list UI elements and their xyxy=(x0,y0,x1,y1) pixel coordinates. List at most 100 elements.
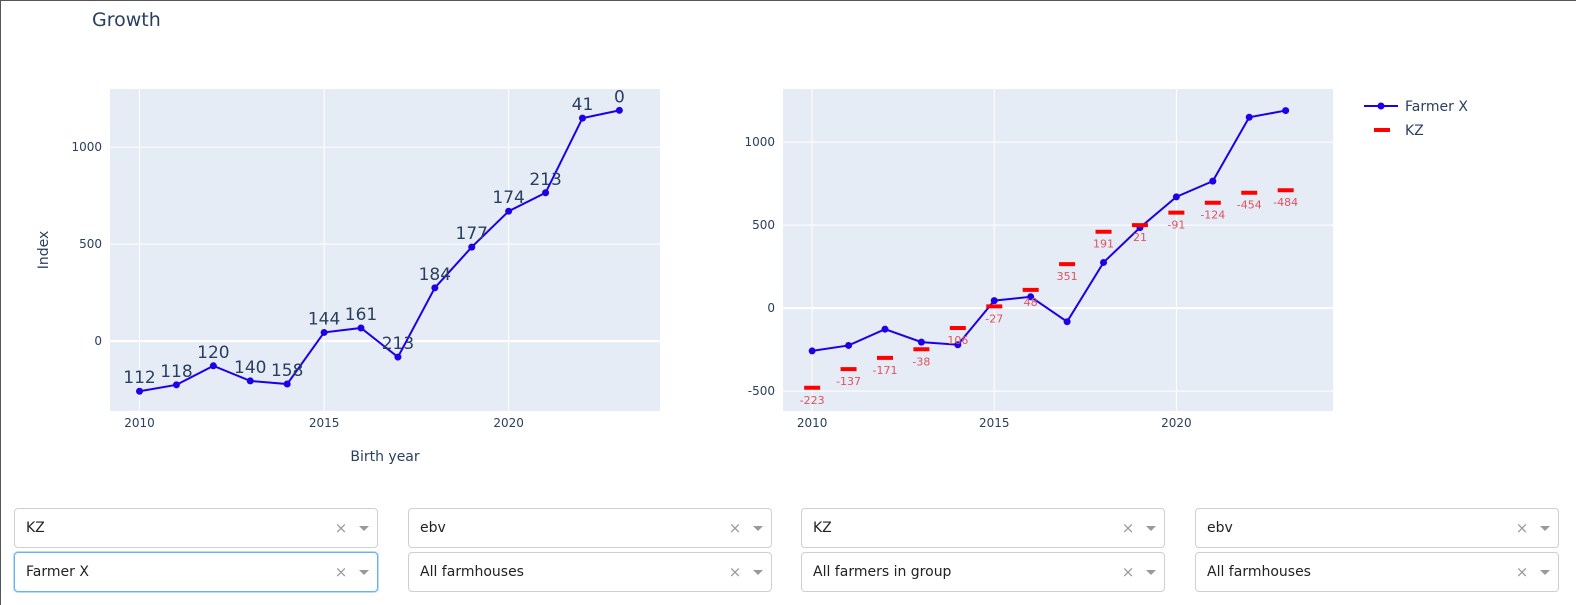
data-label: 41 xyxy=(572,95,594,115)
data-point xyxy=(845,341,853,349)
data-point xyxy=(1209,177,1217,185)
plot-area xyxy=(110,89,660,411)
select-value: All farmhouses xyxy=(1207,564,1311,580)
y-tick-label: 0 xyxy=(94,334,102,348)
kz-data-label: -223 xyxy=(800,394,825,407)
data-label: 144 xyxy=(308,309,340,329)
x-tick-label: 2015 xyxy=(979,416,1010,430)
data-label: 184 xyxy=(419,265,451,285)
data-label: 0 xyxy=(614,87,625,107)
chevron-down-icon[interactable] xyxy=(1532,569,1558,575)
data-point xyxy=(808,347,816,355)
close-icon[interactable]: × xyxy=(728,519,742,537)
data-point xyxy=(881,325,889,333)
data-point xyxy=(468,243,476,251)
farmer-select-2[interactable]: All farmers in group × xyxy=(801,552,1165,592)
data-label: 118 xyxy=(160,362,192,382)
group-select-1[interactable]: KZ × xyxy=(14,508,378,548)
y-tick-label: 1000 xyxy=(71,140,102,154)
data-point xyxy=(1245,113,1253,121)
close-icon[interactable]: × xyxy=(334,563,348,581)
select-value: KZ xyxy=(26,520,45,536)
close-icon[interactable]: × xyxy=(1121,563,1135,581)
close-icon[interactable]: × xyxy=(1121,519,1135,537)
data-point xyxy=(136,387,144,395)
data-point xyxy=(954,341,962,349)
close-icon[interactable]: × xyxy=(334,519,348,537)
x-tick-label: 2010 xyxy=(124,416,155,430)
data-point xyxy=(357,324,365,332)
data-label: 213 xyxy=(529,170,561,190)
data-point xyxy=(990,297,998,305)
chevron-down-icon[interactable] xyxy=(745,525,771,531)
select-value: ebv xyxy=(420,520,446,536)
data-label: 177 xyxy=(456,224,488,244)
series-line xyxy=(811,109,1286,352)
data-label: 213 xyxy=(382,334,414,354)
x-tick-label: 2020 xyxy=(1161,416,1192,430)
kz-data-label: 21 xyxy=(1133,231,1147,244)
data-point xyxy=(542,189,550,197)
kz-data-label: -27 xyxy=(985,312,1003,325)
y-axis-label: Index xyxy=(36,231,52,270)
y-tick-label: 500 xyxy=(79,237,102,251)
trait-select-2[interactable]: ebv × xyxy=(1195,508,1559,548)
kz-data-label: -454 xyxy=(1237,199,1262,212)
group-select-2[interactable]: KZ × xyxy=(801,508,1165,548)
kz-data-label: -171 xyxy=(873,364,898,377)
select-value: Farmer X xyxy=(26,564,89,580)
x-tick-label: 2015 xyxy=(309,416,340,430)
kz-data-label: -38 xyxy=(912,355,930,368)
chevron-down-icon[interactable] xyxy=(1138,569,1164,575)
farmer-select-1[interactable]: Farmer X × xyxy=(14,552,378,592)
farmhouse-select-1[interactable]: All farmhouses × xyxy=(408,552,772,592)
x-tick-label: 2020 xyxy=(493,416,524,430)
data-label: 140 xyxy=(234,358,266,378)
select-value: All farmers in group xyxy=(813,564,952,580)
data-point xyxy=(172,381,180,389)
y-tick-label: 1000 xyxy=(744,135,775,149)
chevron-down-icon[interactable] xyxy=(351,525,377,531)
data-point xyxy=(320,328,328,336)
data-point xyxy=(615,106,623,114)
y-tick-label: 500 xyxy=(752,218,775,232)
kz-data-label: -484 xyxy=(1273,196,1298,209)
chevron-down-icon[interactable] xyxy=(351,569,377,575)
data-label: 112 xyxy=(123,368,155,388)
trait-select-1[interactable]: ebv × xyxy=(408,508,772,548)
chevron-down-icon[interactable] xyxy=(745,569,771,575)
data-label: 120 xyxy=(197,343,229,363)
data-point xyxy=(246,377,254,385)
data-point xyxy=(1100,258,1108,266)
data-point xyxy=(578,114,586,122)
close-icon[interactable]: × xyxy=(1515,519,1529,537)
close-icon[interactable]: × xyxy=(1515,563,1529,581)
page-title: Growth xyxy=(92,9,161,31)
chevron-down-icon[interactable] xyxy=(1138,525,1164,531)
data-point xyxy=(394,353,402,361)
kz-data-label: -124 xyxy=(1200,209,1225,222)
plot-area xyxy=(783,89,1333,411)
close-icon[interactable]: × xyxy=(728,563,742,581)
farmhouse-select-2[interactable]: All farmhouses × xyxy=(1195,552,1559,592)
chevron-down-icon[interactable] xyxy=(1532,525,1558,531)
data-label: 161 xyxy=(345,305,377,325)
x-axis-label: Birth year xyxy=(350,449,420,465)
data-point xyxy=(209,362,217,370)
legend-entry-label: KZ xyxy=(1405,123,1424,139)
select-value: KZ xyxy=(813,520,832,536)
data-point xyxy=(1282,107,1290,115)
data-point xyxy=(283,380,291,388)
data-point xyxy=(917,338,925,346)
legend-marker xyxy=(1377,102,1385,110)
data-point xyxy=(1063,318,1071,326)
x-tick-label: 2010 xyxy=(797,416,828,430)
select-value: ebv xyxy=(1207,520,1233,536)
legend-entry-label: Farmer X xyxy=(1405,99,1468,115)
data-label: 158 xyxy=(271,361,303,381)
kz-data-label: 191 xyxy=(1093,238,1114,251)
data-point xyxy=(1172,193,1180,201)
series-line xyxy=(139,109,620,393)
growth-chart-right: 2010 2015 2020 -500 0 500 1000 -223 -137 -171 -38 1… xyxy=(744,89,1468,430)
